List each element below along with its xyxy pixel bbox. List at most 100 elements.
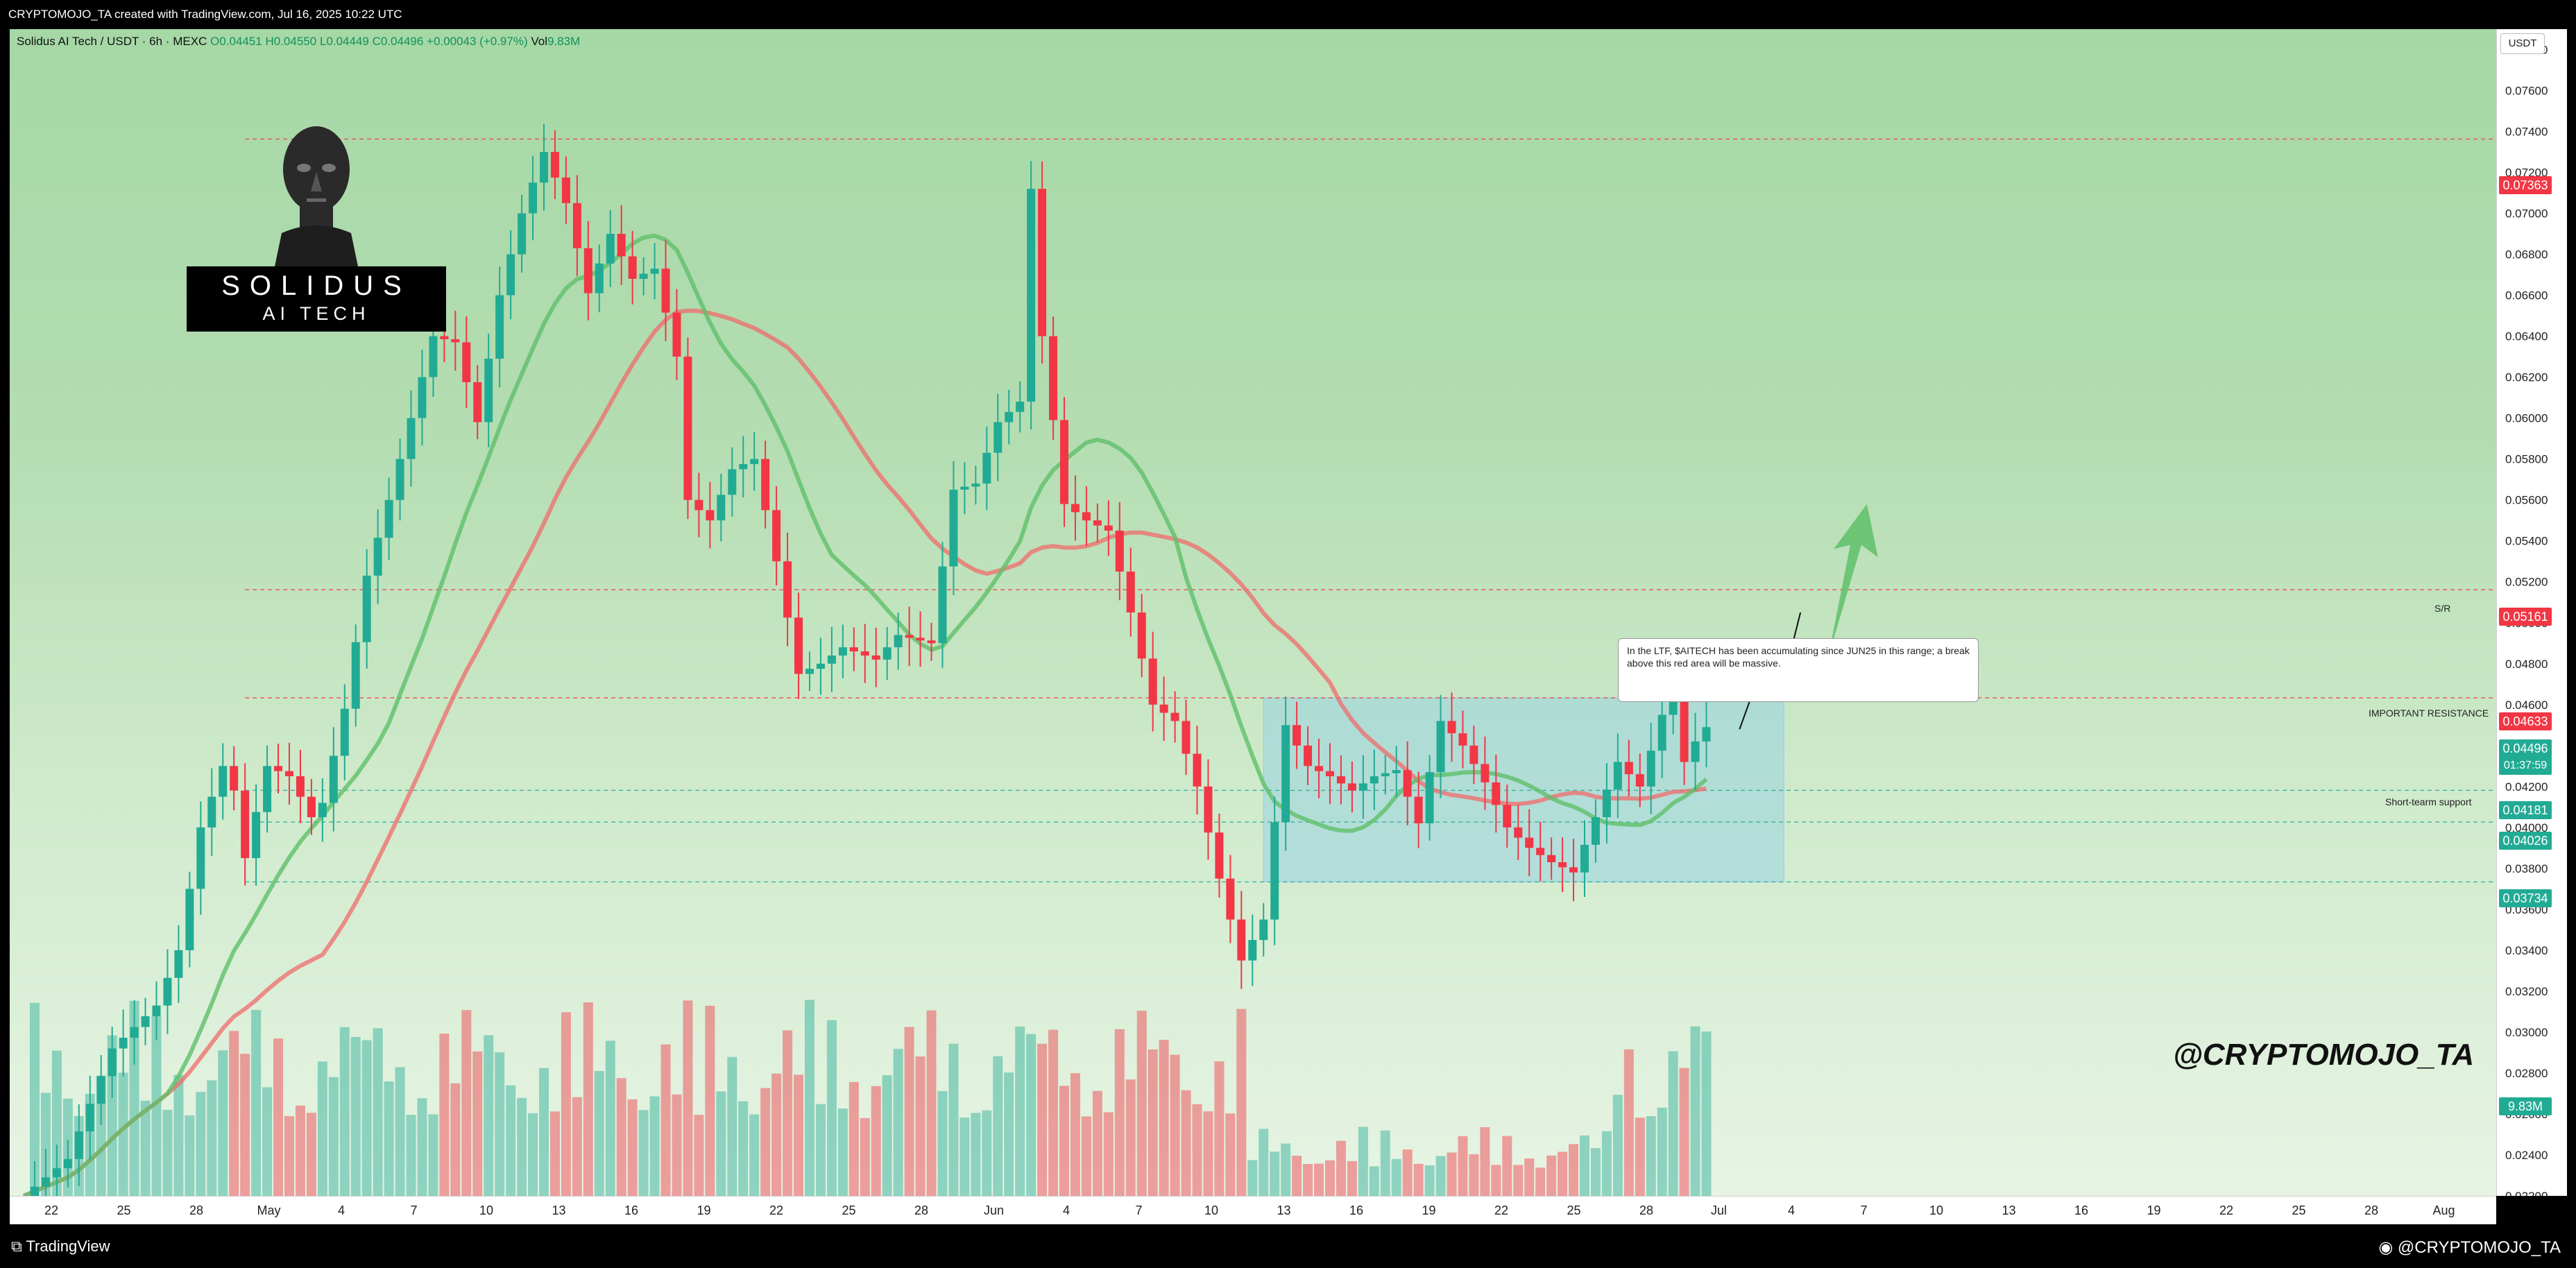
candle-body <box>518 213 527 255</box>
chart-header: CRYPTOMOJO_TA created with TradingView.c… <box>0 0 2576 29</box>
candle-body <box>1580 844 1589 873</box>
header-title: CRYPTOMOJO_TA created with TradingView.c… <box>8 8 402 21</box>
volume-bar <box>937 1090 948 1196</box>
bar-countdown: 01:37:59 <box>2499 757 2552 775</box>
volume-bar <box>771 1073 782 1196</box>
volume-bar <box>1558 1151 1568 1196</box>
y-tick-label: 0.06600 <box>2505 289 2548 302</box>
volume-bar <box>1203 1111 1213 1196</box>
candle-body <box>1624 762 1633 775</box>
candle-body <box>540 152 548 183</box>
volume-bar <box>506 1085 516 1196</box>
tradingview-brand[interactable]: ⧉ TradingView <box>11 1237 110 1256</box>
candle-body <box>1680 698 1689 762</box>
volume-bar <box>804 1000 814 1196</box>
volume-bar <box>594 1070 604 1196</box>
y-tick-label: 0.03800 <box>2505 862 2548 875</box>
volume-bar <box>993 1056 1003 1196</box>
logo-line1: SOLIDUS <box>221 271 411 301</box>
candle-body <box>1137 612 1146 659</box>
x-tick-label: 25 <box>1567 1203 1580 1217</box>
x-tick-label: Aug <box>2432 1203 2455 1217</box>
volume-bar <box>749 1114 760 1196</box>
candle-body <box>307 796 316 818</box>
x-tick-label: 22 <box>1494 1203 1508 1217</box>
volume-bar <box>406 1115 416 1196</box>
candle-body <box>1358 783 1367 791</box>
chart-canvas[interactable]: Solidus AI Tech / USDT · 6h · MEXC O0.04… <box>10 29 2496 1196</box>
volume-bar <box>760 1088 771 1196</box>
y-tick-label: 0.04800 <box>2505 658 2548 671</box>
volume-bar <box>40 1093 51 1196</box>
candle-body <box>1082 512 1091 521</box>
volume-bar <box>240 1054 250 1196</box>
volume-bar <box>926 1010 937 1196</box>
candle-body <box>916 637 925 641</box>
volume-bar <box>1646 1116 1656 1196</box>
volume-bar <box>1524 1158 1535 1196</box>
volume-bar <box>1402 1149 1413 1196</box>
footer-bar: ⧉ TradingView ◉ @CRYPTOMOJO_TA <box>0 1226 2576 1268</box>
volume-bar <box>262 1087 273 1196</box>
x-tick-label: 13 <box>552 1203 565 1217</box>
candle-body <box>96 1076 105 1104</box>
y-tick-label: 0.07200 <box>2505 166 2548 180</box>
x-tick-label: 19 <box>697 1203 710 1217</box>
volume-bar <box>882 1075 892 1196</box>
candle-body <box>296 776 305 797</box>
volume-bar <box>1491 1165 1501 1196</box>
volume-bar <box>1336 1140 1346 1196</box>
volume-bar <box>848 1081 859 1196</box>
volume-bar <box>1270 1151 1280 1196</box>
volume-bar <box>428 1114 438 1196</box>
candle-body <box>63 1158 72 1169</box>
candle-body <box>717 495 726 521</box>
candle-body <box>561 177 570 203</box>
candle-body <box>1315 766 1324 771</box>
x-tick-label: 22 <box>2219 1203 2233 1217</box>
x-tick-label: May <box>257 1203 280 1217</box>
candle-body <box>583 248 592 293</box>
volume-bar <box>151 1016 162 1196</box>
candle-body <box>938 566 947 644</box>
volume-bar <box>871 1086 881 1196</box>
candle-body <box>606 234 615 264</box>
volume-bar <box>1380 1130 1390 1196</box>
y-tick-label: 0.05200 <box>2505 576 2548 589</box>
candle-body <box>41 1177 50 1187</box>
y-tick-label: 0.03000 <box>2505 1026 2548 1039</box>
candle-body <box>1270 822 1279 920</box>
candle-body <box>1403 770 1412 797</box>
candle-body <box>1657 714 1666 751</box>
candle-body <box>1336 776 1345 784</box>
x-tick-label: 7 <box>1860 1203 1867 1217</box>
volume-bar <box>1070 1073 1080 1196</box>
candle-body <box>672 312 681 357</box>
candle-body <box>495 295 504 359</box>
candle-body <box>805 669 814 674</box>
volume-bar <box>660 1044 671 1196</box>
volume-bar <box>251 1009 262 1196</box>
legend-volume-value: 9.83M <box>547 35 581 48</box>
candle-body <box>1159 704 1168 713</box>
price-chart[interactable] <box>10 29 2496 1196</box>
volume-bar <box>627 1099 638 1196</box>
volume-bar <box>1424 1165 1435 1196</box>
time-axis[interactable]: 22 25 28 May 4 7 10 13 16 19 22 25 28 Jun 4 7 10 13 16 19 22… <box>10 1196 2496 1224</box>
candle-body <box>1215 832 1224 879</box>
currency-button[interactable]: USDT <box>2500 33 2545 54</box>
volume-bar <box>1125 1079 1136 1196</box>
candle-body <box>971 483 980 487</box>
volume-bar <box>284 1116 294 1196</box>
candle-body <box>650 268 659 274</box>
candle-body <box>274 766 283 771</box>
volume-bar <box>783 1030 793 1196</box>
candle-body <box>1381 773 1390 777</box>
solidus-logo: SOLIDUS AI TECH <box>187 266 446 332</box>
time-axis-ticks: 22 25 28 May 4 7 10 13 16 19 22 25 28 Jun 4 7 10 13 16 19 22… <box>44 1203 2455 1217</box>
volume-bar <box>461 1010 472 1196</box>
x-tick-label: 28 <box>2364 1203 2378 1217</box>
candle-body <box>639 273 648 280</box>
candle-body <box>1060 420 1068 504</box>
volume-bar <box>1048 1029 1059 1196</box>
